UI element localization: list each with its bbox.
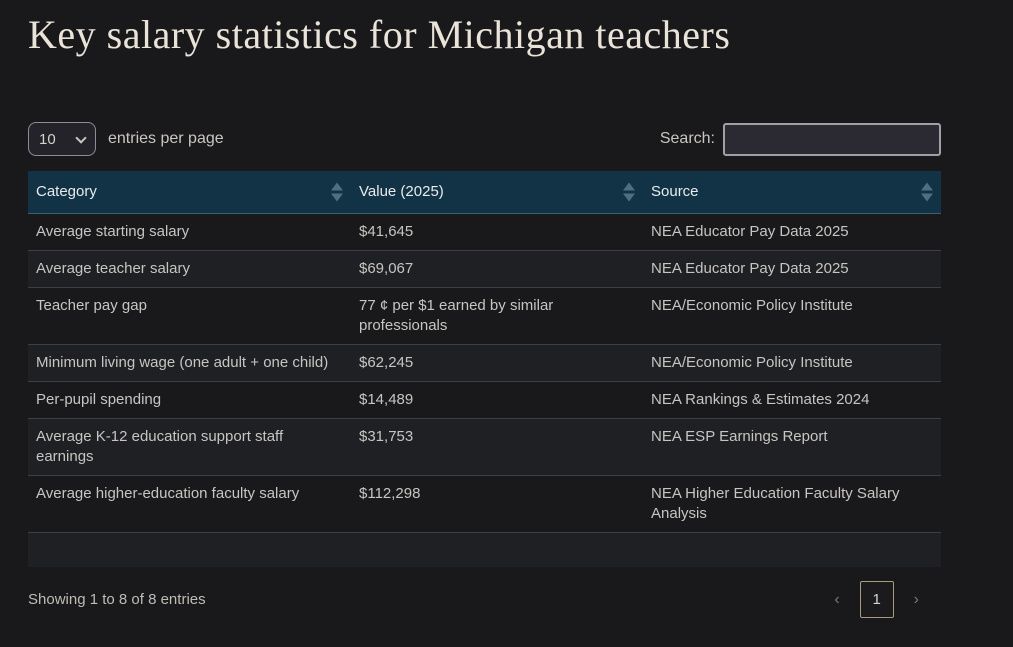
entries-per-page-label: entries per page: [108, 130, 224, 147]
cell-category: Teacher pay gap: [28, 287, 351, 345]
page-number-button[interactable]: 1: [859, 581, 894, 618]
pagination: ‹ 1 ›: [834, 581, 941, 618]
cell-category: Average teacher salary: [28, 250, 351, 288]
cell-value: $31,753: [351, 418, 643, 476]
column-header-label: Category: [36, 183, 97, 200]
column-header-value[interactable]: Value (2025): [351, 171, 643, 214]
entries-per-page-control: 10 entries per page: [28, 122, 224, 156]
cell-source: NEA ESP Earnings Report: [643, 418, 941, 476]
statistics-table: Category Value (2025) Source: [28, 171, 941, 567]
cell-source: NEA Educator Pay Data 2025: [643, 213, 941, 251]
column-header-source[interactable]: Source: [643, 171, 941, 214]
table-row: Average teacher salary $69,067 NEA Educa…: [28, 250, 941, 288]
column-header-label: Value (2025): [359, 183, 444, 200]
cell-category: Minimum living wage (one adult + one chi…: [28, 344, 351, 382]
search-input[interactable]: [723, 122, 941, 156]
cell-source: NEA Higher Education Faculty Salary Anal…: [643, 475, 941, 533]
sort-asc-icon: [331, 182, 343, 191]
cell-source: [643, 533, 941, 568]
cell-value: $69,067: [351, 250, 643, 288]
page: Key salary statistics for Michigan teach…: [28, 12, 941, 618]
table-footer: Showing 1 to 8 of 8 entries ‹ 1 ›: [28, 581, 941, 618]
cell-value: [351, 533, 643, 568]
cell-value: $14,489: [351, 381, 643, 419]
cell-source: NEA/Economic Policy Institute: [643, 344, 941, 382]
cell-value: 77 ¢ per $1 earned by similar profession…: [351, 287, 643, 345]
next-page-button[interactable]: ›: [913, 590, 919, 608]
table-row: Average starting salary $41,645 NEA Educ…: [28, 213, 941, 251]
previous-page-button[interactable]: ‹: [834, 590, 840, 608]
table-controls: 10 entries per page Search:: [28, 122, 941, 156]
sort-desc-icon: [331, 193, 343, 202]
cell-value: $112,298: [351, 475, 643, 533]
cell-category: Average K-12 education support staff ear…: [28, 418, 351, 476]
cell-category: Per-pupil spending: [28, 381, 351, 419]
table-container: Category Value (2025) Source: [28, 171, 941, 567]
sort-icon: [921, 182, 933, 202]
cell-source: NEA/Economic Policy Institute: [643, 287, 941, 345]
cell-category: Average starting salary: [28, 213, 351, 251]
cell-category: Average higher-education faculty salary: [28, 475, 351, 533]
column-header-label: Source: [651, 183, 699, 200]
sort-desc-icon: [623, 193, 635, 202]
sort-icon: [331, 182, 343, 202]
table-row-partial: [28, 532, 941, 568]
table-row: Per-pupil spending $14,489 NEA Rankings …: [28, 381, 941, 419]
cell-value: $62,245: [351, 344, 643, 382]
search-label: Search:: [659, 130, 715, 147]
table-header-row: Category Value (2025) Source: [28, 171, 941, 214]
table-row: Average K-12 education support staff ear…: [28, 418, 941, 476]
sort-asc-icon: [921, 182, 933, 191]
cell-source: NEA Educator Pay Data 2025: [643, 250, 941, 288]
cell-source: NEA Rankings & Estimates 2024: [643, 381, 941, 419]
table-row: Teacher pay gap 77 ¢ per $1 earned by si…: [28, 287, 941, 345]
entries-info: Showing 1 to 8 of 8 entries: [28, 591, 206, 608]
sort-icon: [623, 182, 635, 202]
page-title: Key salary statistics for Michigan teach…: [28, 12, 731, 57]
sort-desc-icon: [921, 193, 933, 202]
table-row: Minimum living wage (one adult + one chi…: [28, 344, 941, 382]
cell-value: $41,645: [351, 213, 643, 251]
search-control: Search:: [659, 122, 941, 156]
entries-per-page-select[interactable]: 10: [28, 122, 96, 156]
sort-asc-icon: [623, 182, 635, 191]
table-row: Average higher-education faculty salary …: [28, 475, 941, 533]
column-header-category[interactable]: Category: [28, 171, 351, 214]
cell-category: [28, 533, 351, 568]
